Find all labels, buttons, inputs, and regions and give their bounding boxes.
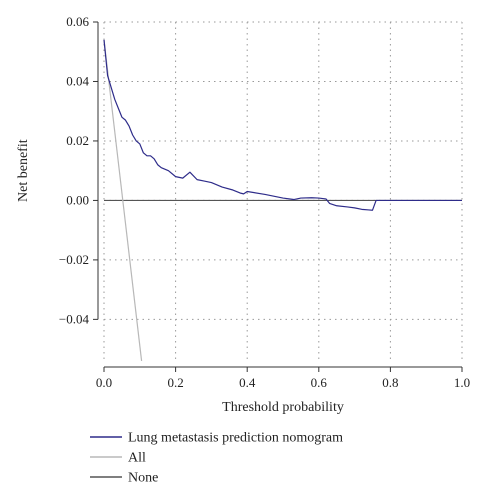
axes: 0.06 0.04 0.02 0.00 −0.02 −0.04 0.0 0.2 0.4 0.6 0.… <box>59 14 470 390</box>
x-tick-label: 0.6 <box>311 375 328 390</box>
y-tick-label: 0.00 <box>66 192 89 207</box>
y-tick-label: 0.06 <box>66 14 89 29</box>
series-line-lung-metastasis-prediction-nomogram <box>103 39 462 211</box>
series-lines <box>103 39 462 361</box>
legend-label: All <box>128 451 146 466</box>
y-tick-label: 0.04 <box>66 73 89 88</box>
grid <box>103 21 463 361</box>
x-tick-label: 1.0 <box>454 375 470 390</box>
x-tick-label: 0.0 <box>96 375 112 390</box>
x-axis-title: Threshold probability <box>222 400 344 415</box>
y-tick-label: −0.02 <box>59 252 89 267</box>
legend-label: Lung metastasis prediction nomogram <box>128 431 343 446</box>
legend-label: None <box>128 471 158 486</box>
legend: Lung metastasis prediction nomogram All No… <box>90 431 343 486</box>
y-axis-title: Net benefit <box>16 139 31 202</box>
y-tick-label: −0.04 <box>59 311 90 326</box>
x-tick-label: 0.8 <box>382 375 398 390</box>
series-line-all <box>103 39 143 361</box>
x-tick-label: 0.2 <box>167 375 183 390</box>
y-tick-label: 0.02 <box>66 133 89 148</box>
x-tick-label: 0.4 <box>239 375 256 390</box>
